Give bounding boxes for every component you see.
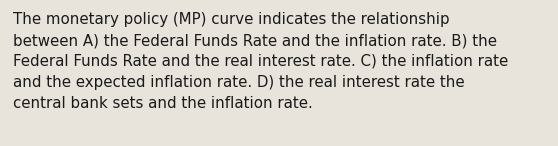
Text: The monetary policy (MP) curve indicates the relationship
between A) the Federal: The monetary policy (MP) curve indicates…	[13, 12, 508, 111]
